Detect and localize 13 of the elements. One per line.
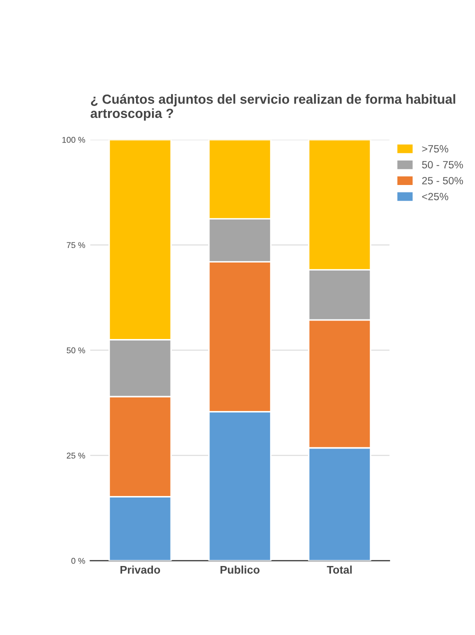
x-tick-label: Publico bbox=[220, 566, 260, 574]
x-tick-label: Total bbox=[326, 566, 352, 574]
y-tick-label: 0 % bbox=[71, 558, 86, 564]
y-tick-label: 75 % bbox=[66, 242, 86, 248]
y-tick-label: 25 % bbox=[66, 452, 86, 459]
chart-title: ¿ Cuántos adjuntos del servicio realizan de forma habitual artroscopia ? bbox=[90, 94, 456, 121]
legend-label: <25% bbox=[422, 192, 448, 200]
legend-label: >75% bbox=[422, 145, 448, 153]
y-tick-label: 50 % bbox=[66, 347, 86, 354]
x-tick-label: Privado bbox=[120, 566, 160, 574]
legend-label: 25 - 50% bbox=[422, 176, 463, 184]
legend-label: 50 - 75% bbox=[422, 161, 463, 168]
y-tick-label: 100 % bbox=[62, 136, 86, 143]
